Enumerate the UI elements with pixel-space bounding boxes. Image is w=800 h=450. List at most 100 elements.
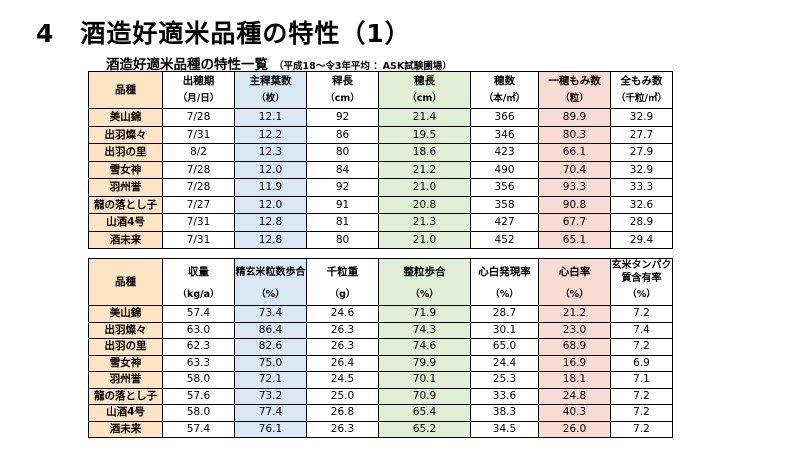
value-cell: 28.7 [470, 305, 539, 323]
value-cell: 66.1 [538, 143, 611, 162]
value-cell: 76.1 [234, 420, 307, 438]
value-cell: 63.3 [162, 354, 235, 372]
value-cell: 12.0 [234, 160, 307, 179]
value-cell: 71.9 [378, 305, 471, 323]
variety-name-cell: 雪女神 [88, 160, 163, 179]
value-cell: 77.4 [234, 404, 307, 422]
header-cell: 心白率 [538, 258, 611, 285]
table-row: 雪女神 7/28 12.0 84 21.2 490 70.4 32.9 [88, 160, 673, 179]
table-row: 出羽燦々 63.0 86.4 26.3 74.3 30.1 23.0 7.4 [88, 321, 673, 339]
unit-cell: （g） [306, 285, 379, 306]
header-cell: 品種 [88, 71, 163, 109]
value-cell: 86.4 [234, 321, 307, 339]
value-cell: 80.3 [538, 125, 611, 144]
value-cell: 82.6 [234, 338, 307, 356]
value-cell: 58.0 [162, 404, 235, 422]
table-row: 雪女神 63.3 75.0 26.4 79.9 24.4 16.9 6.9 [88, 354, 673, 372]
value-cell: 25.0 [306, 387, 379, 405]
header-cell: 玄米タンパク質含有率 [610, 258, 673, 285]
value-cell: 58.0 [162, 371, 235, 389]
value-cell: 6.9 [610, 354, 673, 372]
variety-name-cell: 山酒4号 [88, 213, 163, 232]
variety-name-cell: 出羽の里 [88, 143, 163, 162]
value-cell: 65.2 [378, 420, 471, 438]
unit-cell: （cm） [306, 90, 379, 109]
value-cell: 21.0 [378, 178, 471, 197]
header-cell: 全もみ数 [610, 71, 673, 90]
variety-name-cell: 雪女神 [88, 354, 163, 372]
characteristics-table-1: 品種 出穂期 主稈葉数 稈長 穂長 穂数 一穂もみ数 全もみ数 （月/日） （枚… [88, 71, 673, 249]
value-cell: 79.9 [378, 354, 471, 372]
variety-name-cell: 龍の落とし子 [88, 195, 163, 214]
value-cell: 81 [306, 213, 379, 232]
variety-name-cell: 酒未来 [88, 230, 163, 249]
value-cell: 65.1 [538, 230, 611, 249]
value-cell: 26.3 [306, 420, 379, 438]
value-cell: 89.9 [538, 108, 611, 127]
value-cell: 12.0 [234, 195, 307, 214]
value-cell: 7/28 [162, 178, 235, 197]
variety-name-cell: 龍の落とし子 [88, 387, 163, 405]
table-row: 山酒4号 58.0 77.4 26.8 65.4 38.3 40.3 7.2 [88, 404, 673, 422]
table-row: 羽州誉 58.0 72.1 24.5 70.1 25.3 18.1 7.1 [88, 371, 673, 389]
value-cell: 26.0 [538, 420, 611, 438]
value-cell: 73.2 [234, 387, 307, 405]
value-cell: 21.0 [378, 230, 471, 249]
value-cell: 80 [306, 230, 379, 249]
value-cell: 68.9 [538, 338, 611, 356]
value-cell: 18.6 [378, 143, 471, 162]
value-cell: 18.1 [538, 371, 611, 389]
value-cell: 67.7 [538, 213, 611, 232]
value-cell: 27.7 [610, 125, 673, 144]
table-row: 龍の落とし子 7/27 12.0 91 20.8 358 90.8 32.6 [88, 195, 673, 214]
unit-cell: （%） [470, 285, 539, 306]
value-cell: 74.3 [378, 321, 471, 339]
value-cell: 7/31 [162, 230, 235, 249]
value-cell: 28.9 [610, 213, 673, 232]
value-cell: 7/28 [162, 108, 235, 127]
header-cell: 主稈葉数 [234, 71, 307, 90]
variety-name-cell: 山酒4号 [88, 404, 163, 422]
header-cell: 品種 [88, 258, 163, 306]
variety-name-cell: 出羽燦々 [88, 321, 163, 339]
variety-name-cell: 酒未来 [88, 420, 163, 438]
value-cell: 26.3 [306, 338, 379, 356]
page-title: 4 酒造好適米品種の特性（1） [36, 19, 411, 48]
table-row: 山酒4号 7/31 12.8 81 21.3 427 67.7 28.9 [88, 213, 673, 232]
value-cell: 86 [306, 125, 379, 144]
variety-name-cell: 出羽の里 [88, 338, 163, 356]
value-cell: 7.2 [610, 338, 673, 356]
unit-cell: （%） [538, 285, 611, 306]
table-row: 美山錦 57.4 73.4 24.6 71.9 28.7 21.2 7.2 [88, 305, 673, 323]
header-cell: 穂数 [470, 71, 539, 90]
value-cell: 7.2 [610, 404, 673, 422]
table-row: 出羽の里 8/2 12.3 80 18.6 423 66.1 27.9 [88, 143, 673, 162]
unit-cell: （千粒/㎡） [610, 90, 673, 109]
value-cell: 34.5 [470, 420, 539, 438]
value-cell: 423 [470, 143, 539, 162]
value-cell: 19.5 [378, 125, 471, 144]
header-cell: 一穂もみ数 [538, 71, 611, 90]
value-cell: 7/31 [162, 125, 235, 144]
value-cell: 57.4 [162, 420, 235, 438]
unit-cell: （%） [610, 285, 673, 306]
value-cell: 57.4 [162, 305, 235, 323]
value-cell: 27.9 [610, 143, 673, 162]
variety-name-cell: 出羽燦々 [88, 125, 163, 144]
header-cell: 心白発現率 [470, 258, 539, 285]
value-cell: 63.0 [162, 321, 235, 339]
unit-cell: （%） [378, 285, 471, 306]
value-cell: 32.9 [610, 108, 673, 127]
variety-name-cell: 美山錦 [88, 108, 163, 127]
value-cell: 7/28 [162, 160, 235, 179]
variety-name-cell: 羽州誉 [88, 178, 163, 197]
value-cell: 366 [470, 108, 539, 127]
value-cell: 26.8 [306, 404, 379, 422]
value-cell: 92 [306, 108, 379, 127]
value-cell: 452 [470, 230, 539, 249]
caption-note: （平成18～令3年平均 ：ASK試験圃場） [274, 61, 452, 72]
value-cell: 93.3 [538, 178, 611, 197]
value-cell: 38.3 [470, 404, 539, 422]
value-cell: 490 [470, 160, 539, 179]
value-cell: 91 [306, 195, 379, 214]
